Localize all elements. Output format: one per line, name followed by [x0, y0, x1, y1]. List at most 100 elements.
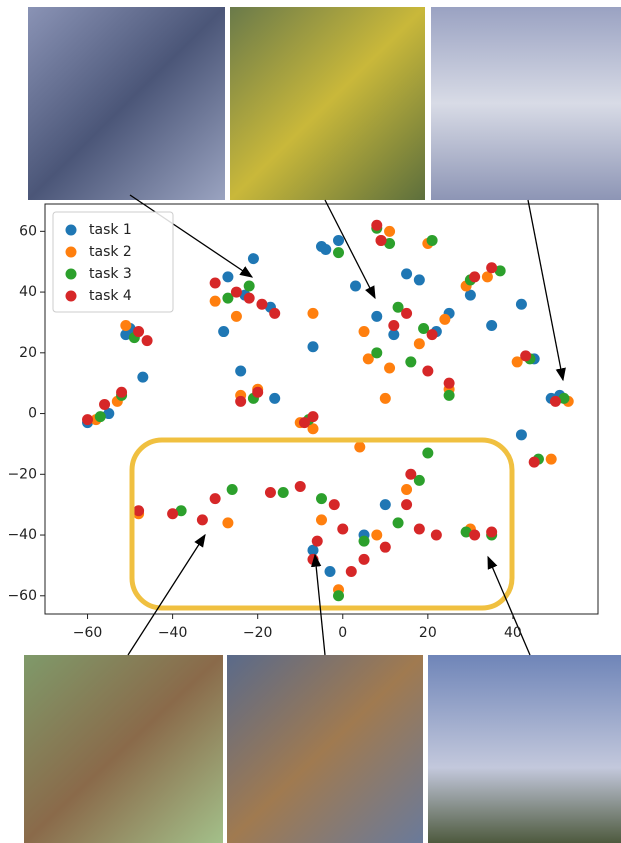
point	[469, 271, 481, 283]
point	[358, 535, 370, 547]
point	[511, 356, 523, 368]
point	[333, 247, 345, 259]
point	[316, 514, 327, 526]
point	[362, 353, 374, 365]
arrow	[527, 199, 566, 382]
point	[392, 301, 404, 313]
bird-image	[227, 655, 423, 843]
point	[218, 326, 230, 338]
legend-label: task 3	[89, 266, 132, 282]
point	[328, 499, 340, 511]
point	[558, 392, 570, 404]
point	[99, 398, 111, 410]
point	[401, 499, 413, 511]
point	[324, 565, 336, 577]
point	[256, 298, 268, 310]
point	[235, 365, 247, 377]
point	[230, 310, 242, 322]
point	[358, 326, 370, 338]
point	[371, 347, 383, 359]
point	[94, 411, 106, 423]
point	[405, 356, 417, 368]
point	[222, 292, 234, 304]
bird-image	[230, 7, 425, 200]
point	[141, 335, 153, 347]
arrow	[127, 533, 206, 656]
point	[350, 280, 362, 292]
point	[333, 234, 345, 246]
x-tick-label: 0	[338, 625, 347, 641]
point	[422, 447, 434, 459]
point	[486, 262, 498, 274]
point	[413, 523, 425, 535]
y-tick-label: 0	[28, 406, 37, 422]
point	[371, 219, 383, 231]
point	[116, 386, 128, 398]
point	[392, 517, 404, 529]
point	[481, 271, 493, 283]
point	[133, 326, 145, 338]
point	[120, 329, 132, 341]
point	[307, 341, 319, 353]
point	[196, 514, 208, 526]
point	[388, 329, 400, 341]
bird-image	[428, 655, 621, 843]
point	[375, 234, 387, 246]
point	[137, 371, 149, 383]
point	[235, 395, 247, 407]
legend-label: task 4	[89, 288, 132, 304]
legend-label: task 2	[89, 244, 132, 260]
point	[243, 292, 255, 304]
bird-image	[28, 7, 225, 200]
x-tick-label: 20	[419, 625, 437, 641]
point	[209, 493, 221, 505]
bird-image	[431, 7, 621, 200]
arrow	[310, 553, 326, 656]
point	[103, 408, 115, 420]
legend-marker	[65, 290, 77, 302]
point	[345, 565, 357, 577]
point	[175, 505, 187, 517]
point	[413, 338, 425, 350]
point	[418, 323, 430, 335]
point	[413, 474, 425, 486]
point	[252, 386, 264, 398]
y-tick-label: 20	[19, 345, 37, 361]
legend-marker	[65, 246, 77, 258]
legend-marker	[65, 268, 77, 280]
point	[167, 508, 179, 520]
point	[209, 295, 221, 307]
points	[82, 219, 574, 602]
point	[515, 429, 527, 441]
point	[82, 414, 94, 426]
point	[226, 483, 238, 495]
point	[384, 362, 396, 374]
point	[307, 411, 319, 423]
point	[401, 483, 413, 495]
point	[247, 253, 259, 265]
point	[494, 265, 506, 277]
legend-marker	[65, 224, 77, 236]
point	[426, 329, 438, 341]
point	[469, 529, 481, 541]
point	[520, 350, 532, 362]
x-tick-label: −40	[158, 625, 188, 641]
point	[528, 456, 540, 468]
point	[371, 310, 383, 322]
y-tick-label: −20	[7, 466, 37, 482]
point	[460, 526, 472, 538]
point	[269, 392, 281, 404]
y-tick-label: 40	[19, 284, 37, 300]
point	[307, 553, 319, 565]
arrow	[487, 555, 531, 656]
y-tick-label: 60	[19, 223, 37, 239]
point	[307, 544, 319, 556]
point	[545, 453, 557, 465]
arrows	[127, 194, 566, 656]
point	[133, 505, 145, 517]
point	[464, 289, 476, 301]
legend-box	[52, 211, 174, 313]
arrow	[129, 194, 254, 278]
point	[379, 392, 391, 404]
